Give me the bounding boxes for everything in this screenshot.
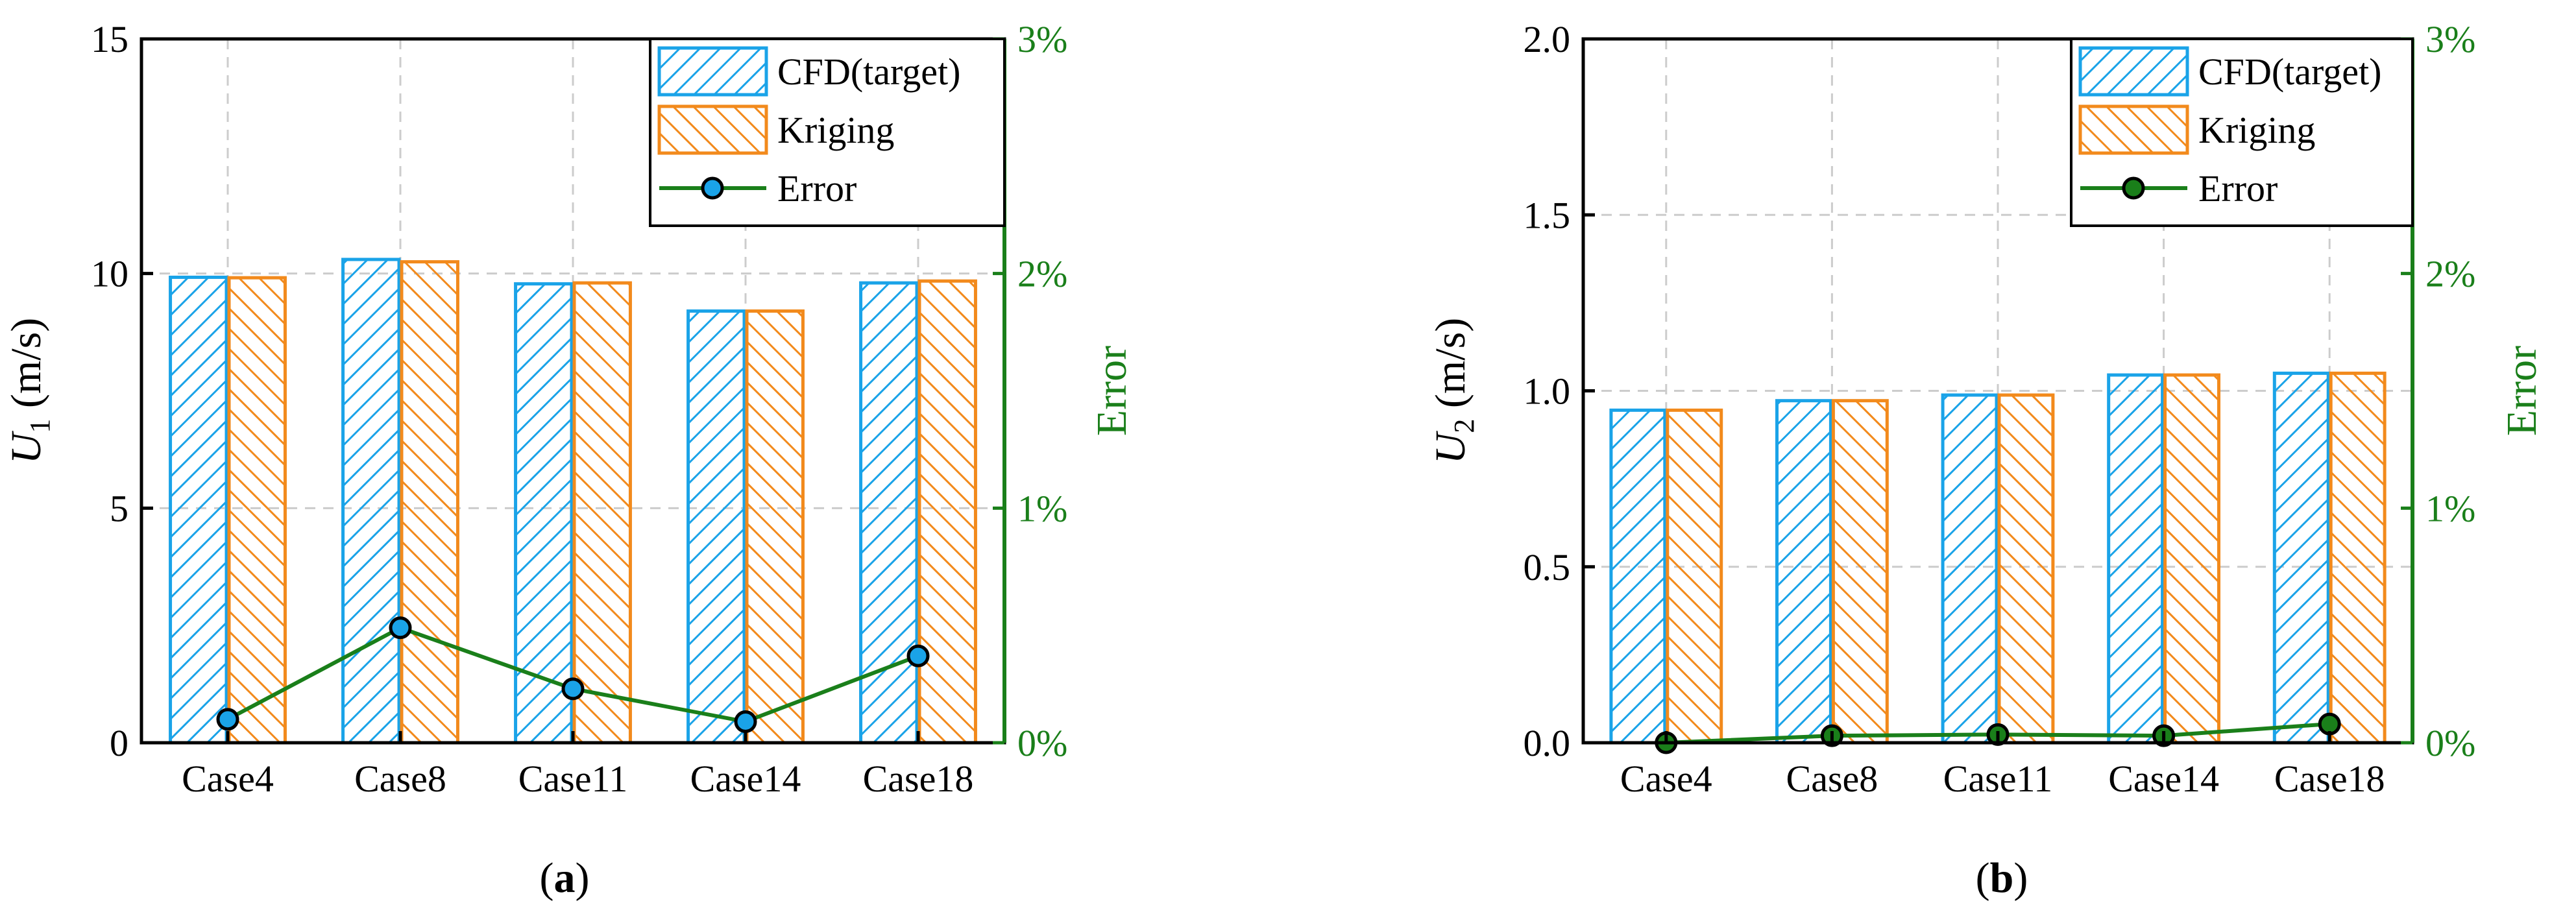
- legend-item-kriging-swatch: [2078, 104, 2189, 155]
- y-tick-label: 0: [110, 722, 128, 764]
- y-axis-label: U1 (m/s): [3, 318, 56, 464]
- y2-tick-label: 2%: [2425, 253, 2475, 295]
- y2-tick-label: 3%: [1017, 18, 1067, 60]
- error-marker-case14: [734, 710, 757, 733]
- bar-kriging-case14: [745, 309, 805, 745]
- bar-cfd-case11: [514, 282, 574, 745]
- x-tick-label: Case18: [863, 758, 974, 800]
- bar-cfd-case14: [2107, 373, 2165, 745]
- panel-b-caption: (b): [1976, 854, 2028, 902]
- y2-tick-label: 1%: [2425, 487, 2475, 529]
- y-tick-label: 0.0: [1524, 722, 1571, 764]
- legend-item-kriging-swatch: [657, 104, 768, 155]
- legend-item-kriging-label: Kriging: [777, 109, 894, 151]
- legend-item-cfd-label: CFD(target): [2198, 51, 2381, 93]
- legend-item-kriging-label: Kriging: [2198, 109, 2315, 151]
- y-tick-label: 5: [110, 487, 128, 529]
- bar-kriging-case18: [917, 279, 977, 745]
- error-marker-case8: [389, 616, 412, 640]
- error-marker-case4: [216, 708, 239, 731]
- y2-tick-label: 0%: [2425, 722, 2475, 764]
- legend-item-cfd-swatch: [2078, 46, 2189, 97]
- error-marker-case18: [2318, 712, 2341, 736]
- y-tick-label: 15: [91, 18, 128, 60]
- bar-kriging-case11: [1997, 393, 2055, 745]
- bar-cfd-case14: [687, 309, 746, 745]
- x-tick-label: Case11: [518, 758, 628, 800]
- bar-cfd-case11: [1941, 393, 1999, 745]
- x-tick-label: Case14: [2108, 758, 2219, 800]
- chart-panel-a: 0 5 10 15 0% 1% 2% 3% Case4 Case8 Case11 Case14 Case…: [3, 18, 1136, 800]
- error-marker-case11: [561, 677, 585, 701]
- y-axis-label: U2 (m/s): [1427, 318, 1480, 464]
- y-tick-label: 1.0: [1524, 370, 1571, 413]
- y2-tick-label: 1%: [1017, 487, 1067, 529]
- legend-item-error-label: Error: [2198, 167, 2278, 210]
- y2-tick-label: 3%: [2425, 18, 2475, 60]
- legend-item-error-label: Error: [777, 167, 857, 210]
- x-tick-label: Case18: [2274, 758, 2385, 800]
- bar-kriging-case8: [1831, 399, 1889, 745]
- y-tick-label: 0.5: [1524, 546, 1571, 588]
- bar-cfd-case8: [341, 258, 401, 745]
- bar-kriging-case4: [1666, 408, 1723, 745]
- bar-kriging-case8: [400, 260, 459, 745]
- chart-panel-b: 0.0 0.5 1.0 1.5 2.0 0% 1% 2% 3% Case4 Case8 Case11 C…: [1427, 18, 2546, 800]
- bar-kriging-case4: [227, 276, 287, 745]
- legend-item-error-marker: [2122, 176, 2145, 200]
- bar-cfd-case4: [169, 275, 228, 745]
- bar-cfd-case18: [2272, 371, 2330, 745]
- x-tick-label: Case4: [1620, 758, 1712, 800]
- y2-axis-label: Error: [1088, 346, 1136, 436]
- legend-item-cfd-swatch: [657, 46, 768, 97]
- bar-kriging-case14: [2163, 373, 2221, 745]
- x-tick-label: Case8: [1786, 758, 1878, 800]
- y2-tick-label: 0%: [1017, 722, 1067, 764]
- bar-kriging-case18: [2329, 371, 2387, 745]
- x-tick-label: Case14: [690, 758, 801, 800]
- y2-axis-label: Error: [2498, 346, 2546, 436]
- bar-cfd-case4: [1609, 408, 1667, 745]
- error-marker-case18: [906, 644, 930, 667]
- y-tick-label: 10: [91, 253, 128, 295]
- bar-cfd-case8: [1775, 399, 1832, 745]
- x-tick-label: Case8: [354, 758, 446, 800]
- y-tick-label: 1.5: [1524, 194, 1571, 236]
- x-tick-label: Case4: [182, 758, 274, 800]
- legend-item-cfd-label: CFD(target): [777, 51, 960, 93]
- y2-tick-label: 2%: [1017, 253, 1067, 295]
- panel-a-caption: (a): [540, 854, 590, 902]
- x-tick-label: Case11: [1943, 758, 2053, 800]
- bar-kriging-case11: [572, 281, 632, 745]
- legend-item-error-marker: [701, 176, 724, 200]
- y-tick-label: 2.0: [1524, 18, 1571, 60]
